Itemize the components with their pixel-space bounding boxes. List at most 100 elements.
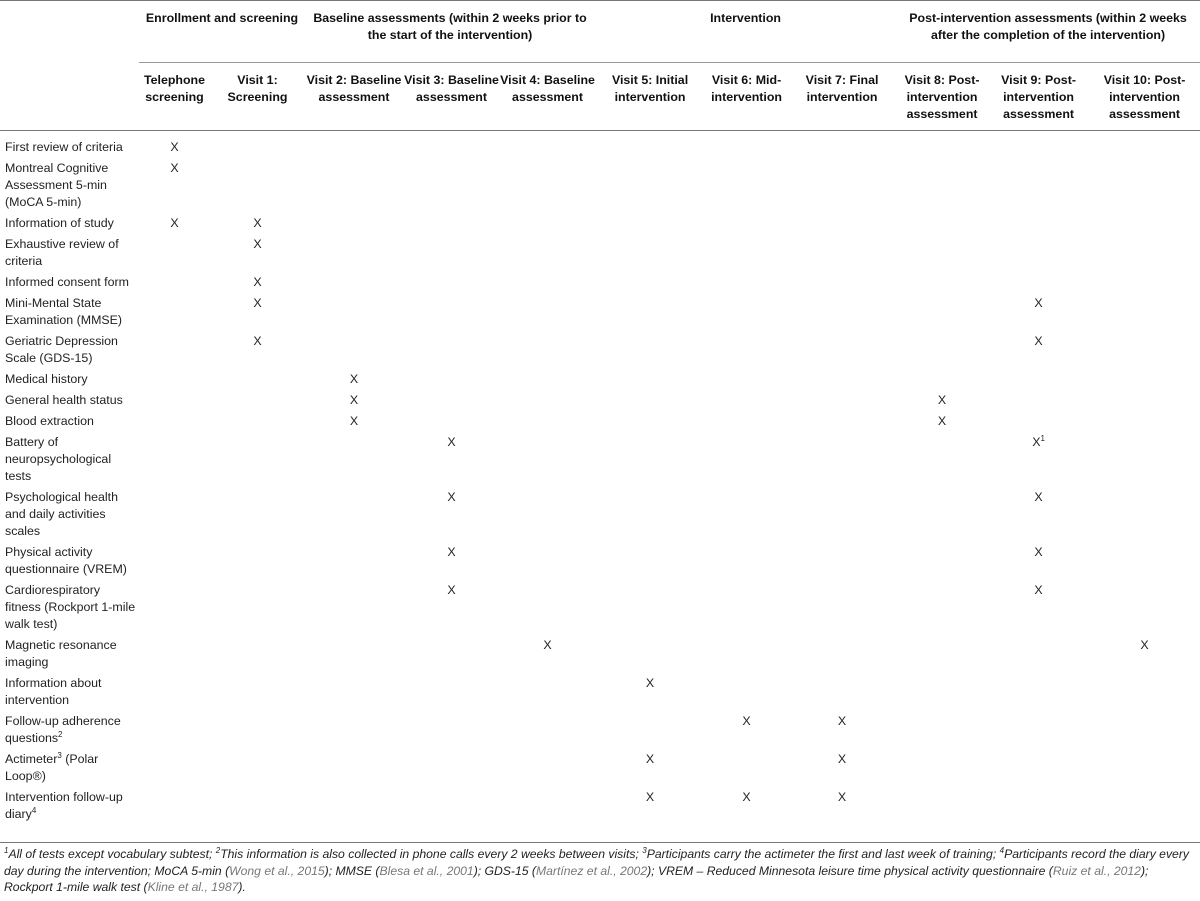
- mark-cell: [500, 411, 595, 432]
- mark-cell: [210, 369, 305, 390]
- visit-header-6: Visit 5: Initial intervention: [611, 73, 689, 104]
- mark-cell: [988, 749, 1089, 787]
- mark-cell: [305, 131, 403, 159]
- mark-cell: [896, 487, 988, 542]
- row-label: Informed consent form: [5, 275, 129, 289]
- mark-cell: [988, 673, 1089, 711]
- citation-link[interactable]: Wong et al., 2015: [229, 863, 325, 878]
- mark-cell: [139, 331, 210, 369]
- mark-cell: [705, 635, 788, 673]
- row-label: Information of study: [5, 216, 114, 230]
- mark-cell: [210, 749, 305, 787]
- mark-cell: [500, 390, 595, 411]
- bottom-rule: [0, 842, 1200, 843]
- mark-cell: [1089, 213, 1200, 234]
- mark-cell: [500, 131, 595, 159]
- mark-cell: [500, 542, 595, 580]
- citation-link[interactable]: Ruiz et al., 2012: [1052, 863, 1141, 878]
- mark-cell: X: [645, 790, 655, 804]
- mark-cell: [139, 234, 210, 272]
- mark-cell: [305, 213, 403, 234]
- mark-cell: [139, 542, 210, 580]
- row-label: Intervention follow-up diary4: [5, 790, 123, 821]
- mark-cell: [210, 711, 305, 749]
- mark-cell: [595, 158, 705, 213]
- mark-cell: [705, 331, 788, 369]
- mark-cell: [705, 432, 788, 487]
- mark-cell: [896, 542, 988, 580]
- row-label: Physical activity questionnaire (VREM): [5, 545, 127, 576]
- mark-cell: [1089, 411, 1200, 432]
- table-row: Exhaustive review of criteria X: [0, 234, 1200, 272]
- citation-link[interactable]: Blesa et al., 2001: [379, 863, 474, 878]
- mark-cell: [788, 272, 896, 293]
- mark-cell: [595, 131, 705, 159]
- mark-cell: [1089, 158, 1200, 213]
- mark-cell: [305, 158, 403, 213]
- mark-cell: [988, 158, 1089, 213]
- mark-cell: [139, 487, 210, 542]
- mark-cell: [988, 234, 1089, 272]
- mark-cell: X: [837, 790, 847, 804]
- mark-cell: X: [1034, 490, 1043, 504]
- mark-cell: X: [1140, 638, 1149, 652]
- citation-link[interactable]: Kline et al., 1987: [147, 880, 239, 894]
- mark-cell: [896, 432, 988, 487]
- mark-cell: [210, 131, 305, 159]
- mark-cell: [403, 411, 500, 432]
- mark-cell: [500, 331, 595, 369]
- table-row: Informed consent form X: [0, 272, 1200, 293]
- mark-cell: [705, 580, 788, 635]
- mark-cell: [403, 390, 500, 411]
- visit-header-11: Visit 10: Post-intervention assessment: [1103, 73, 1186, 121]
- mark-cell: [896, 234, 988, 272]
- visit-header-9: Visit 8: Post-intervention assessment: [904, 73, 980, 121]
- mark-cell: [788, 213, 896, 234]
- mark-cell: X: [645, 676, 655, 690]
- row-label: Mini-Mental State Examination (MMSE): [5, 296, 123, 327]
- mark-cell: [403, 293, 500, 331]
- mark-cell: [595, 369, 705, 390]
- mark-cell: [139, 787, 210, 829]
- mark-cell: [988, 213, 1089, 234]
- mark-cell: [403, 272, 500, 293]
- mark-cell: [788, 331, 896, 369]
- table-row: First review of criteria X: [0, 131, 1200, 159]
- row-label: Montreal Cognitive Assessment 5-min (MoC…: [5, 161, 109, 209]
- mark-cell: [1089, 487, 1200, 542]
- mark-cell: X: [742, 714, 751, 728]
- mark-cell: [1089, 432, 1200, 487]
- mark-cell: [500, 369, 595, 390]
- mark-cell: [305, 432, 403, 487]
- mark-cell: [595, 272, 705, 293]
- table-row: Intervention follow-up diary4 X X X: [0, 787, 1200, 829]
- mark-cell: [139, 390, 210, 411]
- mark-cell: [139, 635, 210, 673]
- mark-cell: [305, 487, 403, 542]
- row-label: Cardiorespiratory fitness (Rockport 1-mi…: [5, 583, 136, 631]
- citation-link[interactable]: Martínez et al., 2002: [536, 863, 648, 878]
- visit-header-1: Telephone screening: [143, 73, 206, 104]
- mark-cell: X: [253, 216, 262, 230]
- mark-cell: [403, 635, 500, 673]
- mark-cell: [595, 711, 705, 749]
- mark-cell: [500, 711, 595, 749]
- mark-cell: [403, 369, 500, 390]
- corner-cell-2: [0, 63, 139, 131]
- mark-cell: X: [1034, 296, 1043, 310]
- mark-cell: X: [1034, 545, 1043, 559]
- mark-cell: [500, 787, 595, 829]
- table-row: Actimeter3 (Polar Loop®) X X: [0, 749, 1200, 787]
- mark-cell: [1089, 234, 1200, 272]
- mark-cell: [595, 293, 705, 331]
- mark-cell: [896, 158, 988, 213]
- mark-cell: [305, 673, 403, 711]
- mark-cell: [896, 131, 988, 159]
- mark-cell: [896, 272, 988, 293]
- mark-cell: [305, 272, 403, 293]
- mark-cell: [500, 234, 595, 272]
- table-row: Information of study X X: [0, 213, 1200, 234]
- visit-header-8: Visit 7: Final intervention: [805, 73, 879, 104]
- mark-cell: [500, 293, 595, 331]
- mark-cell: [595, 580, 705, 635]
